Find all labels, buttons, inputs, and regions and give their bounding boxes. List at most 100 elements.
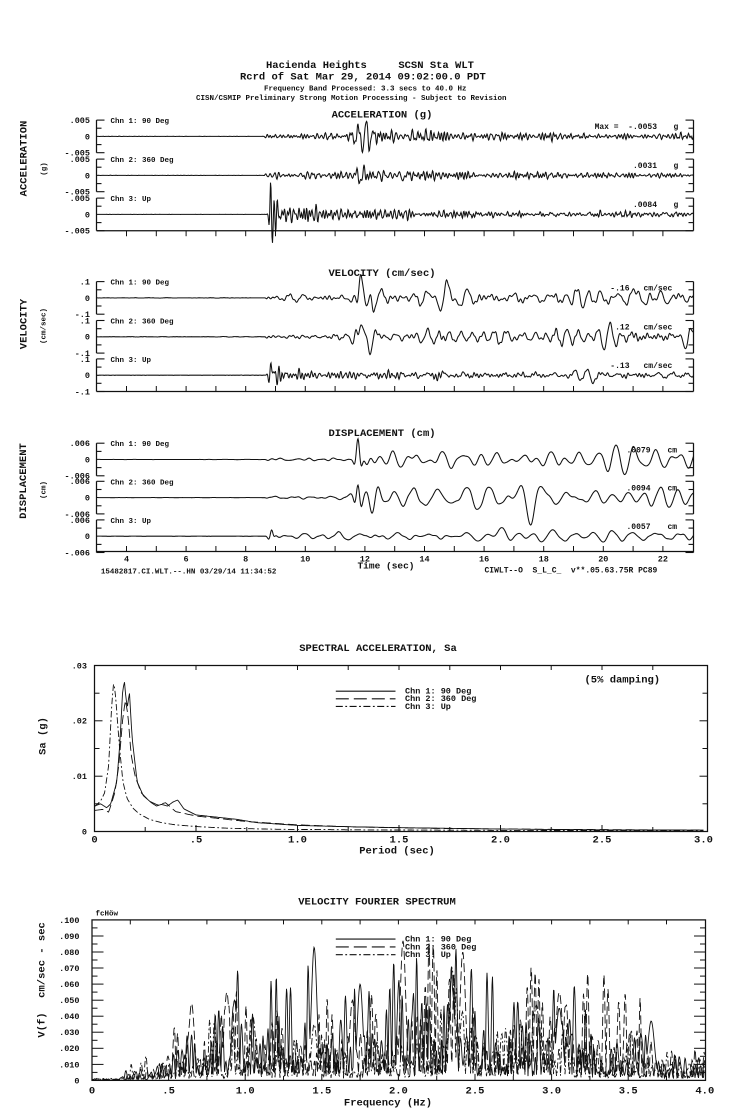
svg-text:0: 0 bbox=[85, 294, 90, 304]
svg-text:1.0: 1.0 bbox=[288, 835, 307, 847]
svg-text:.005: .005 bbox=[70, 194, 90, 204]
svg-text:.060: .060 bbox=[59, 980, 79, 990]
svg-text:Chn 3: Up: Chn 3: Up bbox=[111, 357, 152, 365]
svg-text:ACCELERATION: ACCELERATION bbox=[19, 121, 31, 197]
svg-text:15482817.CI.WLT.--.HN 03/29/14: 15482817.CI.WLT.--.HN 03/29/14 11:34:52 bbox=[101, 569, 277, 577]
svg-text:.005: .005 bbox=[70, 116, 90, 126]
svg-text:.0057: .0057 bbox=[626, 523, 650, 532]
svg-text:.01: .01 bbox=[72, 772, 87, 782]
svg-text:Frequency Band Processed: 3.3: Frequency Band Processed: 3.3 secs to 40… bbox=[264, 86, 467, 94]
svg-text:.010: .010 bbox=[59, 1060, 79, 1070]
svg-text:cm/sec - sec: cm/sec - sec bbox=[37, 922, 49, 998]
svg-text:g: g bbox=[674, 201, 679, 210]
svg-text:Hacienda Heights SCSN Sta: Hacienda Heights SCSN Sta WLT bbox=[266, 60, 474, 72]
svg-text:.0031: .0031 bbox=[633, 162, 657, 171]
svg-text:(cm/sec): (cm/sec) bbox=[41, 308, 49, 344]
svg-text:cm/sec: cm/sec bbox=[644, 324, 673, 333]
svg-text:VELOCITY (cm/sec): VELOCITY (cm/sec) bbox=[328, 268, 435, 280]
svg-text:.02: .02 bbox=[72, 717, 87, 727]
svg-text:SPECTRAL ACCELERATION, Sa: SPECTRAL ACCELERATION, Sa bbox=[299, 643, 457, 655]
svg-text:Period (sec): Period (sec) bbox=[359, 846, 435, 858]
svg-text:Chn 1: 90 Deg: Chn 1: 90 Deg bbox=[405, 687, 471, 697]
svg-text:1.0: 1.0 bbox=[236, 1086, 255, 1098]
svg-text:Chn 1: 90 Deg: Chn 1: 90 Deg bbox=[111, 118, 170, 126]
svg-text:-.005: -.005 bbox=[64, 227, 90, 237]
svg-text:g: g bbox=[674, 162, 679, 171]
svg-text:Frequency (Hz): Frequency (Hz) bbox=[344, 1098, 432, 1110]
svg-text:.5: .5 bbox=[190, 835, 203, 847]
svg-text:.040: .040 bbox=[59, 1012, 79, 1022]
svg-text:fcHöw: fcHöw bbox=[96, 911, 119, 919]
svg-text:CISN/CSMIP Preliminary Strong: CISN/CSMIP Preliminary Strong Motion Pro… bbox=[196, 95, 507, 103]
svg-text:Time (sec): Time (sec) bbox=[357, 561, 414, 572]
svg-text:.12: .12 bbox=[615, 324, 630, 333]
svg-text:.030: .030 bbox=[59, 1028, 79, 1038]
svg-text:.0094: .0094 bbox=[626, 484, 650, 493]
svg-text:-.1: -.1 bbox=[75, 349, 90, 359]
svg-text:.03: .03 bbox=[72, 661, 87, 671]
svg-text:Chn 3: Up: Chn 3: Up bbox=[111, 196, 152, 204]
svg-text:cm/sec: cm/sec bbox=[644, 362, 673, 371]
svg-text:.080: .080 bbox=[59, 948, 79, 958]
svg-text:.006: .006 bbox=[70, 477, 90, 487]
svg-text:Chn 2: 360 Deg: Chn 2: 360 Deg bbox=[111, 157, 175, 165]
svg-text:1.5: 1.5 bbox=[390, 835, 409, 847]
svg-text:-.005: -.005 bbox=[64, 149, 90, 159]
svg-text:cm: cm bbox=[668, 523, 678, 532]
svg-text:0: 0 bbox=[82, 827, 87, 837]
svg-text:Chn 3: Up: Chn 3: Up bbox=[111, 518, 152, 526]
svg-text:.070: .070 bbox=[59, 964, 79, 974]
svg-text:Chn 1: 90 Deg: Chn 1: 90 Deg bbox=[111, 441, 170, 449]
svg-text:.090: .090 bbox=[59, 932, 79, 942]
svg-text:12: 12 bbox=[360, 554, 370, 564]
svg-text:Chn 2: 360 Deg: Chn 2: 360 Deg bbox=[111, 319, 175, 327]
svg-text:0: 0 bbox=[85, 371, 90, 381]
svg-text:-.006: -.006 bbox=[64, 548, 90, 558]
svg-text:18: 18 bbox=[539, 554, 549, 564]
svg-text:cm/sec: cm/sec bbox=[644, 285, 673, 294]
svg-text:2.0: 2.0 bbox=[389, 1086, 408, 1098]
svg-text:(5% damping): (5% damping) bbox=[585, 675, 661, 687]
svg-text:0: 0 bbox=[74, 1076, 79, 1086]
svg-text:.050: .050 bbox=[59, 996, 79, 1006]
svg-text:3.0: 3.0 bbox=[542, 1086, 561, 1098]
svg-text:0: 0 bbox=[89, 1086, 95, 1098]
svg-text:-.13: -.13 bbox=[610, 362, 629, 371]
svg-text:CIWLT--O S_L_C_ v**.05.63.75: CIWLT--O S_L_C_ v**.05.63.75R PC89 bbox=[485, 567, 658, 576]
svg-text:0: 0 bbox=[85, 132, 90, 142]
svg-text:1.5: 1.5 bbox=[312, 1086, 331, 1098]
svg-text:.006: .006 bbox=[70, 516, 90, 526]
svg-text:2.0: 2.0 bbox=[491, 835, 510, 847]
svg-text:16: 16 bbox=[479, 554, 489, 564]
svg-text:VELOCITY FOURIER SPECTRUM: VELOCITY FOURIER SPECTRUM bbox=[298, 897, 456, 909]
svg-text:22: 22 bbox=[658, 554, 668, 564]
svg-text:3.0: 3.0 bbox=[694, 835, 713, 847]
svg-text:.020: .020 bbox=[59, 1044, 79, 1054]
svg-text:0: 0 bbox=[85, 171, 90, 181]
svg-text:Chn 1: 90 Deg: Chn 1: 90 Deg bbox=[111, 280, 170, 288]
svg-text:.100: .100 bbox=[59, 916, 79, 926]
svg-text:.1: .1 bbox=[80, 355, 90, 365]
svg-text:0: 0 bbox=[91, 835, 97, 847]
svg-text:0: 0 bbox=[85, 455, 90, 465]
svg-text:3.5: 3.5 bbox=[619, 1086, 638, 1098]
svg-text:DISPLACEMENT: DISPLACEMENT bbox=[18, 443, 30, 519]
svg-text:-.1: -.1 bbox=[75, 387, 90, 397]
svg-text:ACCELERATION (g): ACCELERATION (g) bbox=[332, 110, 433, 122]
svg-text:.005: .005 bbox=[70, 155, 90, 165]
svg-text:-.006: -.006 bbox=[64, 472, 90, 482]
svg-text:.1: .1 bbox=[80, 278, 90, 288]
svg-text:0: 0 bbox=[85, 532, 90, 542]
svg-text:4: 4 bbox=[124, 554, 129, 564]
svg-text:(g): (g) bbox=[41, 162, 49, 176]
svg-text:Max = -.0053: Max = -.0053 bbox=[595, 123, 658, 132]
svg-text:Chn 2: 360 Deg: Chn 2: 360 Deg bbox=[405, 694, 476, 704]
svg-text:g: g bbox=[674, 123, 679, 132]
svg-text:-.005: -.005 bbox=[64, 188, 90, 198]
svg-text:Chn 2: 360 Deg: Chn 2: 360 Deg bbox=[111, 479, 175, 487]
svg-text:Chn 2: 360 Deg: Chn 2: 360 Deg bbox=[405, 942, 476, 952]
svg-text:Chn 3: Up: Chn 3: Up bbox=[405, 702, 451, 712]
svg-text:2.5: 2.5 bbox=[593, 835, 612, 847]
svg-text:.0084: .0084 bbox=[633, 201, 657, 210]
svg-text:.5: .5 bbox=[162, 1086, 175, 1098]
